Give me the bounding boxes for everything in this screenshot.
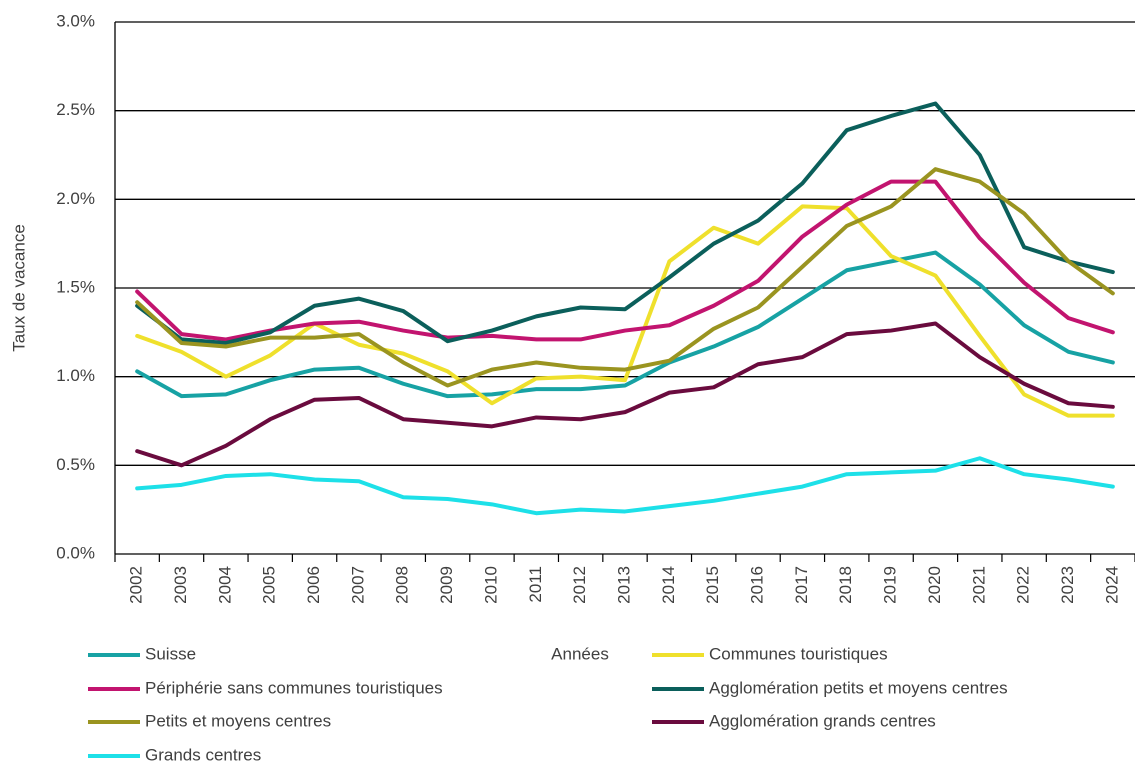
x-tick-label: 2024: [1102, 566, 1121, 604]
series-line: [135, 456, 1115, 516]
x-tick-label: 2020: [925, 566, 944, 604]
legend-label: Périphérie sans communes touristiques: [145, 678, 443, 697]
x-axis-label: Années: [551, 644, 609, 663]
x-tick-label: 2013: [614, 566, 633, 604]
y-axis-label: Taux de vacance: [9, 224, 28, 352]
x-tick-label: 2019: [881, 566, 900, 604]
x-tick-label: 2023: [1058, 566, 1077, 604]
series-line: [135, 204, 1115, 418]
y-tick-label: 2.5%: [56, 100, 95, 119]
y-tick-label: 0.5%: [56, 455, 95, 474]
y-tick-label: 1.0%: [56, 366, 95, 385]
y-tick-label: 0.0%: [56, 543, 95, 562]
series-line: [135, 321, 1115, 468]
x-tick-label: 2004: [215, 566, 234, 604]
legend-label: Agglomération petits et moyens centres: [709, 678, 1008, 697]
legend-label: Suisse: [145, 644, 196, 663]
x-tick-label: 2018: [836, 566, 855, 604]
x-tick-label: 2015: [703, 566, 722, 604]
x-tick-label: 2006: [304, 566, 323, 604]
y-tick-label: 3.0%: [56, 11, 95, 30]
x-tick-label: 2010: [481, 566, 500, 604]
x-tick-label: 2014: [659, 566, 678, 604]
x-tick-label: 2017: [792, 566, 811, 604]
x-tick-label: 2002: [127, 566, 146, 604]
series-line: [135, 250, 1115, 399]
legend-label: Grands centres: [145, 745, 261, 764]
x-tick-label: 2003: [171, 566, 190, 604]
legend-label: Communes touristiques: [709, 644, 888, 663]
x-tick-label: 2007: [348, 566, 367, 604]
x-tick-label: 2012: [570, 566, 589, 604]
legend-label: Agglomération grands centres: [709, 711, 936, 730]
y-tick-label: 2.0%: [56, 189, 95, 208]
series-line: [135, 101, 1115, 345]
x-tick-label: 2022: [1014, 566, 1033, 604]
series-line: [135, 179, 1115, 342]
legend-label: Petits et moyens centres: [145, 711, 331, 730]
x-tick-label: 2016: [748, 566, 767, 604]
x-tick-label: 2005: [260, 566, 279, 604]
x-tick-label: 2008: [393, 566, 412, 604]
y-tick-label: 1.5%: [56, 277, 95, 296]
series-line: [135, 167, 1115, 388]
x-tick-label: 2021: [969, 566, 988, 604]
x-tick-label: 2009: [437, 566, 456, 604]
x-tick-label: 2011: [526, 566, 545, 603]
